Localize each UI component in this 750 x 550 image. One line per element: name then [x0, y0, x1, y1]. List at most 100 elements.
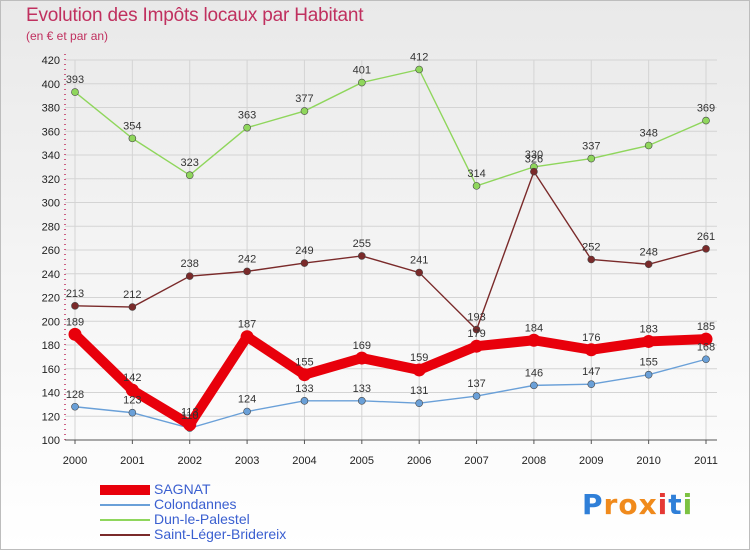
y-tick-360: 360 — [42, 126, 60, 138]
point-sagnat-2008 — [527, 333, 541, 347]
label-saint-l-ger-bridereix-2009: 252 — [582, 242, 600, 254]
point-saint-l-ger-bridereix-2007 — [472, 325, 481, 334]
label-colondannes-2002: 110 — [181, 410, 199, 422]
y-tick-140: 140 — [42, 388, 60, 400]
legend-label-sagnat: SAGNAT — [154, 481, 211, 497]
proxiti-logo: Proxiti — [582, 488, 693, 521]
label-saint-l-ger-bridereix-2008: 326 — [525, 154, 543, 166]
y-tick-180: 180 — [42, 340, 60, 352]
x-tick-2001: 2001 — [120, 455, 144, 467]
point-saint-l-ger-bridereix-2000 — [71, 302, 79, 310]
label-sagnat-2008: 184 — [525, 322, 543, 334]
y-tick-420: 420 — [42, 55, 60, 67]
label-sagnat-2001: 142 — [123, 372, 141, 384]
point-sagnat-2010 — [642, 334, 656, 348]
series-line-colondannes — [74, 358, 707, 429]
y-tick-320: 320 — [42, 174, 60, 186]
chart-subtitle: (en € et par an) — [26, 29, 109, 43]
point-dun-le-palestel-2009 — [587, 154, 596, 163]
logo-letter: i — [682, 488, 694, 521]
point-dun-le-palestel-2004 — [300, 107, 309, 115]
point-dun-le-palestel-2007 — [472, 182, 481, 190]
label-colondannes-2003: 124 — [238, 394, 256, 406]
point-sagnat-2009 — [584, 343, 598, 357]
label-dun-le-palestel-2002: 323 — [181, 157, 199, 169]
label-dun-le-palestel-2005: 401 — [353, 65, 371, 77]
logo-letter: x — [638, 488, 658, 521]
logo-letter: o — [618, 488, 639, 521]
point-colondannes-2011 — [702, 355, 710, 364]
x-tick-2009: 2009 — [579, 455, 603, 467]
legend-label-colondannes: Colondannes — [154, 496, 237, 512]
label-dun-le-palestel-2010: 348 — [639, 128, 657, 140]
point-saint-l-ger-bridereix-2010 — [644, 260, 653, 269]
x-tick-2004: 2004 — [292, 455, 316, 467]
point-sagnat-2005 — [355, 351, 369, 365]
x-tick-2006: 2006 — [407, 455, 431, 467]
point-dun-le-palestel-2002 — [185, 171, 194, 179]
y-tick-340: 340 — [42, 150, 60, 162]
point-dun-le-palestel-2000 — [71, 88, 79, 96]
point-colondannes-2008 — [530, 381, 538, 390]
label-sagnat-2006: 159 — [410, 352, 428, 364]
label-dun-le-palestel-2006: 412 — [410, 52, 428, 64]
point-saint-l-ger-bridereix-2003 — [243, 267, 251, 276]
logo-letter: P — [582, 488, 604, 521]
tick-labels: 100 120 140 160 180 200 220 240 260 280 300 320 340 3… — [42, 55, 718, 467]
series-line-saint-l-ger-bridereix — [74, 170, 707, 331]
point-saint-l-ger-bridereix-2009 — [587, 255, 596, 264]
data-points — [68, 65, 713, 432]
point-saint-l-ger-bridereix-2008 — [530, 167, 538, 176]
label-dun-le-palestel-2001: 354 — [123, 120, 141, 132]
label-dun-le-palestel-2003: 363 — [238, 110, 256, 122]
point-colondannes-2007 — [472, 392, 481, 400]
label-dun-le-palestel-2009: 337 — [582, 141, 600, 153]
label-colondannes-2008: 146 — [525, 367, 543, 379]
point-colondannes-2000 — [71, 402, 79, 411]
label-sagnat-2004: 155 — [295, 357, 313, 369]
label-sagnat-2005: 169 — [353, 340, 371, 352]
point-dun-le-palestel-2005 — [358, 78, 366, 87]
point-sagnat-2001 — [125, 383, 139, 397]
axes — [64, 54, 717, 444]
point-colondannes-2001 — [128, 408, 137, 417]
x-tick-2010: 2010 — [636, 455, 660, 467]
point-sagnat-2000 — [68, 327, 82, 341]
x-tick-2002: 2002 — [177, 455, 201, 467]
point-sagnat-2011 — [699, 332, 713, 346]
point-saint-l-ger-bridereix-2011 — [702, 245, 710, 253]
label-saint-l-ger-bridereix-2000: 213 — [66, 288, 84, 300]
point-saint-l-ger-bridereix-2002 — [185, 272, 194, 280]
label-sagnat-2007: 179 — [467, 328, 485, 340]
x-tick-2003: 2003 — [235, 455, 259, 467]
label-saint-l-ger-bridereix-2005: 255 — [353, 238, 371, 250]
point-sagnat-2006 — [412, 363, 426, 377]
logo-letter: r — [603, 488, 619, 521]
logo-letter: t — [668, 488, 683, 521]
point-saint-l-ger-bridereix-2004 — [300, 259, 309, 267]
point-sagnat-2004 — [297, 368, 311, 382]
point-colondannes-2006 — [415, 399, 423, 407]
y-tick-200: 200 — [42, 316, 60, 328]
label-saint-l-ger-bridereix-2004: 249 — [295, 245, 313, 257]
series-line-sagnat — [70, 329, 711, 430]
label-saint-l-ger-bridereix-2002: 238 — [181, 258, 199, 270]
point-saint-l-ger-bridereix-2001 — [128, 303, 137, 311]
y-tick-280: 280 — [42, 221, 60, 233]
point-dun-le-palestel-2003 — [243, 123, 251, 132]
legend-swatch-colondannes — [100, 504, 150, 506]
series-line-dun-le-palestel — [74, 68, 707, 187]
label-saint-l-ger-bridereix-2007: 193 — [467, 312, 485, 324]
x-tick-2008: 2008 — [522, 455, 546, 467]
point-saint-l-ger-bridereix-2006 — [415, 268, 423, 277]
label-saint-l-ger-bridereix-2010: 248 — [639, 246, 657, 258]
point-dun-le-palestel-2010 — [644, 141, 653, 150]
label-sagnat-2000: 189 — [66, 316, 84, 328]
label-dun-le-palestel-2007: 314 — [467, 168, 485, 180]
legend-label-saint-l-ger-bridereix: Saint-Léger-Bridereix — [154, 526, 287, 542]
legend-swatch-saint-l-ger-bridereix — [100, 534, 150, 536]
label-sagnat-2010: 183 — [639, 323, 657, 335]
point-saint-l-ger-bridereix-2005 — [358, 252, 366, 260]
label-sagnat-2002: 113 — [181, 407, 199, 419]
